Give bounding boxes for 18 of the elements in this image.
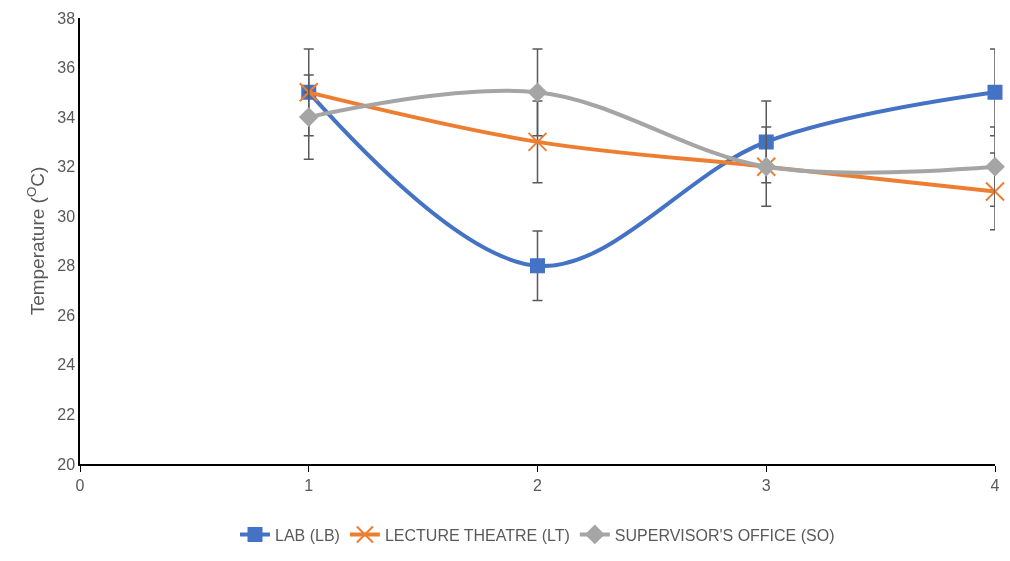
- y-tick-label: 28: [57, 257, 76, 275]
- y-tick-label: 26: [57, 306, 76, 324]
- y-tick-label: 32: [57, 158, 76, 176]
- y-tick-label: 24: [57, 356, 76, 374]
- legend-label: LAB (LB): [275, 526, 340, 544]
- y-tick-label: 22: [57, 406, 76, 424]
- y-tick-label: 34: [57, 108, 76, 126]
- legend-label: LECTURE THEATRE (LT): [384, 526, 570, 544]
- y-tick-label: 20: [57, 455, 76, 473]
- x-tick-label: 3: [761, 476, 771, 494]
- x-tick-label: 0: [75, 476, 85, 494]
- x-tick-label: 4: [990, 476, 1000, 494]
- x-tick-label: 2: [533, 476, 543, 494]
- y-tick-label: 36: [57, 59, 76, 77]
- x-tick-label: 1: [304, 476, 314, 494]
- legend-label: SUPERVISOR'S OFFICE (SO): [614, 526, 835, 544]
- y-tick-label: 30: [57, 207, 76, 225]
- y-tick-label: 38: [57, 9, 76, 27]
